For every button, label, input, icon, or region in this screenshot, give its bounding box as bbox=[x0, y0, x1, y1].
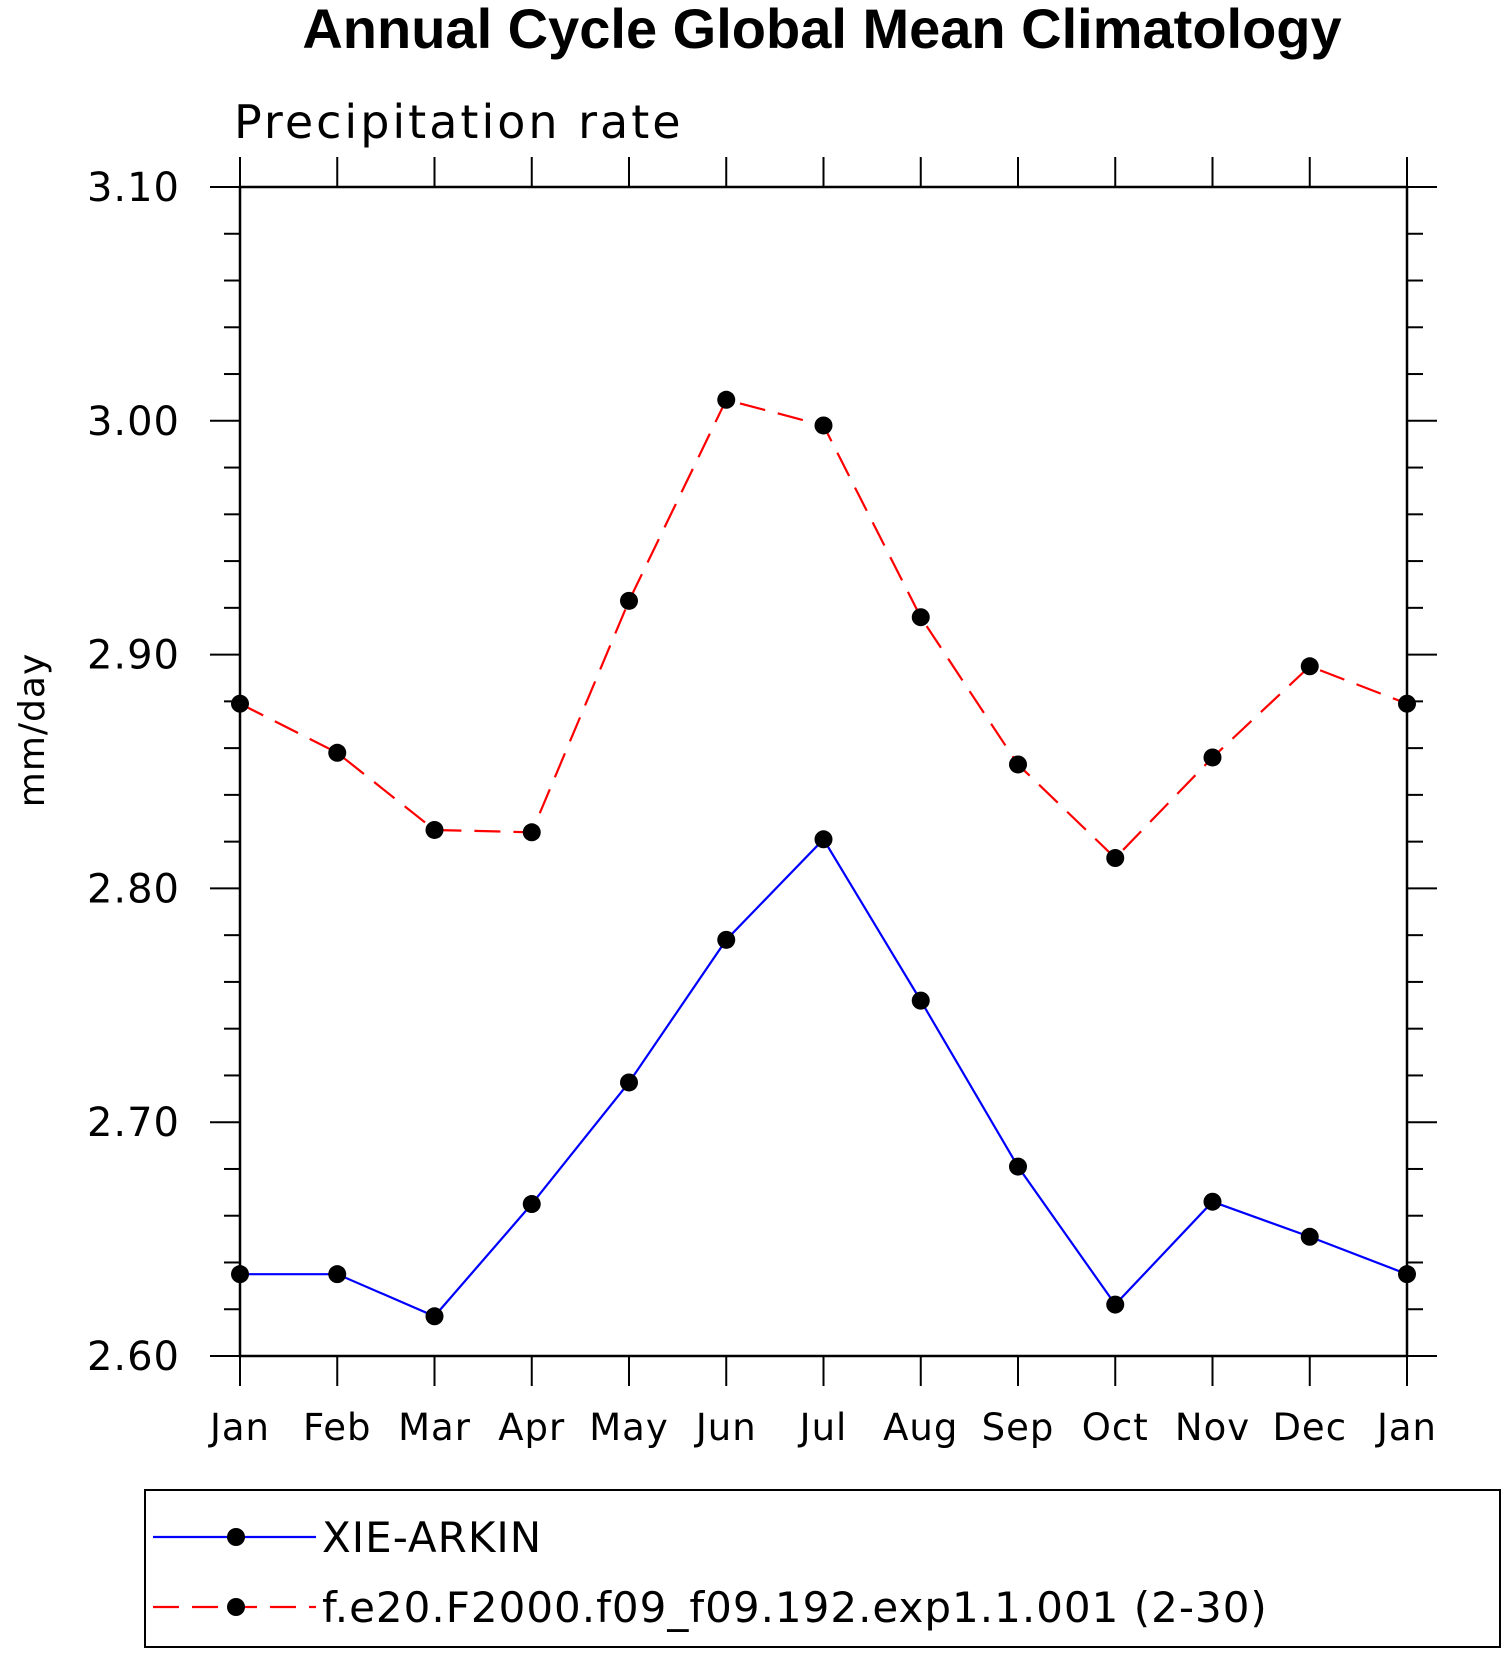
plot-frame bbox=[238, 185, 1409, 1358]
y-tick-label: 3.00 bbox=[87, 399, 180, 445]
legend-marker-2 bbox=[227, 1598, 245, 1616]
series-2-point bbox=[231, 694, 249, 713]
x-tick-label: Sep bbox=[982, 1406, 1055, 1449]
x-tick-labels: Jan Feb Mar Apr May Jun Jul Aug Sep Oct Nov Dec Jan bbox=[208, 1406, 1437, 1449]
x-tick-label: Mar bbox=[398, 1406, 471, 1449]
series-line-2 bbox=[239, 398, 1408, 860]
y-tick-label: 2.70 bbox=[87, 1100, 180, 1146]
series-1-point bbox=[1398, 1265, 1416, 1284]
legend: XIE-ARKIN f.e20.F2000.f09_f09.192.exp1.1.… bbox=[153, 1513, 1268, 1632]
series-2-point bbox=[1009, 755, 1027, 774]
x-tick-label: Dec bbox=[1272, 1406, 1347, 1449]
legend-box bbox=[144, 1489, 1501, 1648]
x-tick-label: Apr bbox=[498, 1406, 565, 1449]
chart-title: Annual Cycle Global Mean Climatology bbox=[302, 0, 1341, 60]
series-1-point bbox=[1009, 1157, 1027, 1176]
series-2-point bbox=[814, 416, 833, 435]
series-2-point bbox=[1398, 694, 1416, 713]
series-1-point bbox=[814, 830, 833, 849]
series-2-point bbox=[717, 390, 736, 409]
series-1-point bbox=[1106, 1295, 1125, 1314]
data-series bbox=[231, 390, 1416, 1326]
y-tick-label: 2.90 bbox=[87, 633, 180, 679]
series-1-point bbox=[1300, 1227, 1319, 1246]
x-tick-label: Jan bbox=[208, 1406, 270, 1449]
series-1-point bbox=[425, 1307, 444, 1326]
series-1-point bbox=[911, 991, 930, 1010]
x-tick-label: Aug bbox=[883, 1406, 958, 1449]
x-tick-label: Jul bbox=[798, 1406, 848, 1449]
series-2-point bbox=[328, 743, 347, 762]
series-1-point bbox=[1203, 1192, 1222, 1211]
series-2-point bbox=[522, 823, 541, 842]
y-tick-labels: 2.60 2.70 2.80 2.90 3.00 3.10 bbox=[87, 165, 180, 1380]
y-tick-label: 3.10 bbox=[87, 165, 180, 211]
series-2-point bbox=[620, 591, 638, 610]
series-2-point bbox=[1300, 657, 1319, 676]
series-1-point bbox=[522, 1195, 541, 1214]
x-tick-label: May bbox=[589, 1406, 669, 1449]
series-2-point bbox=[911, 608, 930, 627]
chart-subtitle: Precipitation rate bbox=[234, 95, 684, 149]
x-tick-label: Oct bbox=[1082, 1406, 1149, 1449]
legend-label-1: XIE-ARKIN bbox=[322, 1513, 542, 1562]
legend-label-2: f.e20.F2000.f09_f09.192.exp1.1.001 (2-30… bbox=[322, 1583, 1268, 1632]
legend-marker-1 bbox=[227, 1528, 245, 1546]
x-tick-label: Jan bbox=[1375, 1406, 1437, 1449]
y-axis-label: mm/day bbox=[12, 653, 53, 807]
y-tick-label: 2.60 bbox=[87, 1334, 180, 1380]
x-tick-label: Nov bbox=[1175, 1406, 1250, 1449]
series-line-1 bbox=[240, 837, 1408, 1318]
series-2-point bbox=[1203, 748, 1222, 767]
series-1-point bbox=[717, 930, 736, 949]
series-1-point bbox=[231, 1265, 249, 1284]
x-tick-label: Feb bbox=[303, 1406, 372, 1449]
axis-ticks bbox=[210, 157, 1437, 1386]
series-1-point bbox=[328, 1265, 347, 1284]
series-2-point bbox=[1106, 849, 1125, 868]
series-1-point bbox=[620, 1073, 638, 1092]
series-2-point bbox=[425, 820, 444, 839]
x-tick-label: Jun bbox=[694, 1406, 757, 1449]
y-tick-label: 2.80 bbox=[87, 866, 180, 912]
